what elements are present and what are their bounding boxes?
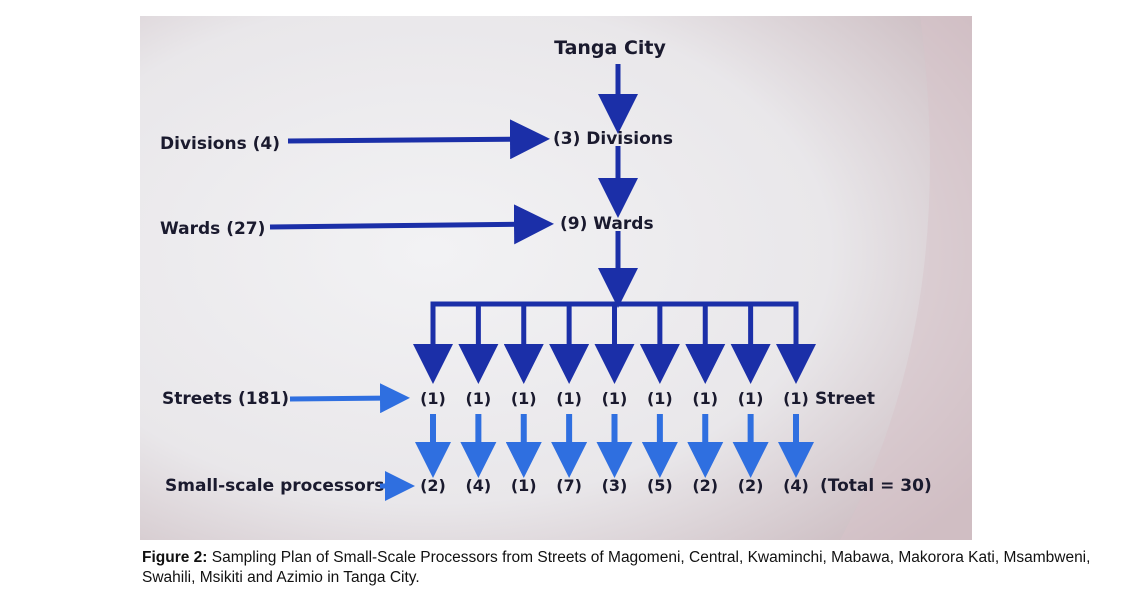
streets-suffix: Street (815, 389, 875, 409)
street-value-2: (1) (465, 389, 491, 408)
processor-value-5: (3) (602, 476, 628, 495)
processor-value-2: (4) (465, 476, 491, 495)
street-value-7: (1) (692, 389, 718, 408)
streets-label: Streets (181) (162, 389, 289, 409)
processor-value-7: (2) (692, 476, 718, 495)
caption-prefix: Figure 2: (142, 549, 208, 566)
top-node-label: Tanga City (554, 37, 666, 59)
divisions-target: (3) Divisions (553, 129, 673, 149)
street-value-8: (1) (738, 389, 764, 408)
street-value-1: (1) (420, 389, 446, 408)
processor-value-6: (5) (647, 476, 673, 495)
street-value-3: (1) (511, 389, 537, 408)
processor-value-4: (7) (556, 476, 582, 495)
processors-total: (Total = 30) (820, 476, 932, 496)
wards-label: Wards (27) (160, 219, 265, 239)
figure-caption: Figure 2: Sampling Plan of Small-Scale P… (142, 548, 1107, 588)
street-values: (1) (1) (1) (1) (1) (1) (1) (1) (1) (420, 389, 809, 408)
street-value-5: (1) (602, 389, 628, 408)
processor-value-1: (2) (420, 476, 446, 495)
processor-value-8: (2) (738, 476, 764, 495)
street-value-4: (1) (556, 389, 582, 408)
caption-text: Sampling Plan of Small-Scale Processors … (142, 549, 1091, 586)
streets-arrow (289, 383, 410, 414)
wards-arrow (269, 204, 554, 245)
diagram-photo: Tanga City Divisions (4) (3) Divisions W… (140, 16, 972, 540)
divisions-label: Divisions (4) (160, 134, 280, 154)
processor-value-9: (4) (783, 476, 809, 495)
divisions-arrow (287, 119, 550, 160)
processor-values: (2) (4) (1) (7) (3) (5) (2) (2) (4) (420, 476, 809, 495)
processor-value-3: (1) (511, 476, 537, 495)
sampling-plan-diagram: Tanga City Divisions (4) (3) Divisions W… (140, 16, 972, 540)
photo-background (140, 16, 972, 540)
street-value-6: (1) (647, 389, 673, 408)
processors-label: Small-scale processors (165, 476, 384, 496)
street-value-9: (1) (783, 389, 809, 408)
wards-target: (9) Wards (560, 214, 654, 234)
